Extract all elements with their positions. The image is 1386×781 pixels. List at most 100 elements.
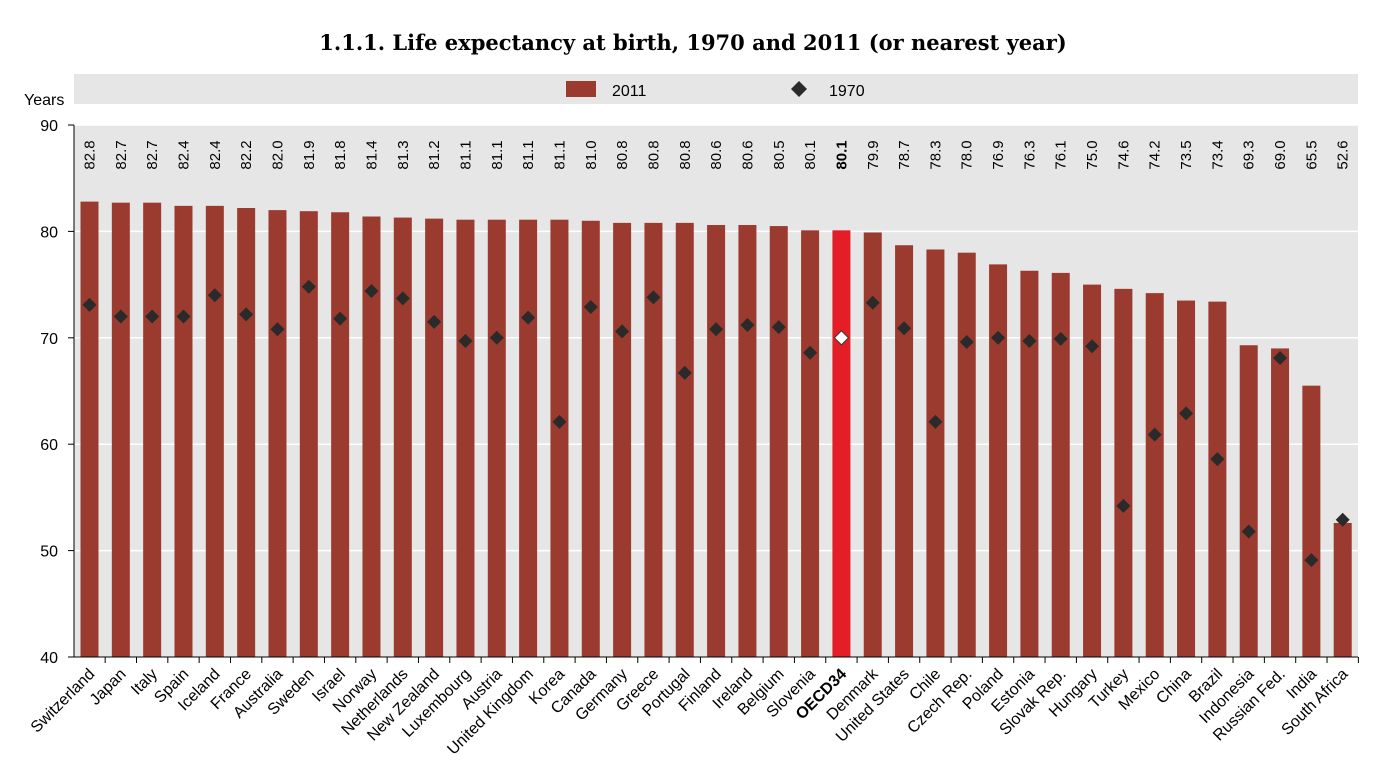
category-label: China xyxy=(1153,666,1195,708)
bar-2011 xyxy=(80,201,99,657)
value-label: 81.1 xyxy=(520,140,537,169)
marker-1970 xyxy=(646,290,661,305)
bar-2011 xyxy=(143,202,162,657)
marker-1970 xyxy=(583,299,598,314)
bar-2011 xyxy=(1333,522,1352,657)
bar-2011 xyxy=(299,211,318,657)
value-label: 81.4 xyxy=(363,140,380,169)
bar-2011 xyxy=(237,207,256,657)
marker-1970 xyxy=(176,309,191,324)
marker-1970 xyxy=(865,295,880,310)
bar-2011 xyxy=(1145,293,1164,657)
value-label: 82.0 xyxy=(269,140,286,169)
value-label: 82.8 xyxy=(82,140,99,169)
y-tick-label: 80 xyxy=(40,224,58,241)
marker-1970 xyxy=(301,279,316,294)
marker-1970 xyxy=(1085,339,1100,354)
legend-label-1970: 1970 xyxy=(829,83,865,100)
bar-2011 xyxy=(268,210,287,657)
y-tick-label: 50 xyxy=(40,544,58,561)
marker-1970 xyxy=(833,330,850,346)
marker-1970 xyxy=(1053,331,1068,346)
value-label: 74.6 xyxy=(1115,140,1132,169)
bars-2011 xyxy=(80,201,1352,658)
bar-2011 xyxy=(111,202,130,657)
marker-1970 xyxy=(897,321,912,336)
marker-1970 xyxy=(145,309,160,324)
value-label: 82.7 xyxy=(144,140,161,169)
marker-1970 xyxy=(458,333,473,348)
bar-2011 xyxy=(863,232,882,658)
marker-1970 xyxy=(395,291,410,306)
bar-2011 xyxy=(487,219,506,658)
bar-2011 xyxy=(707,225,726,658)
value-label: 80.1 xyxy=(802,140,819,169)
marker-1970 xyxy=(928,414,943,429)
y-tick-label: 90 xyxy=(40,118,58,135)
value-label: 80.6 xyxy=(739,140,756,169)
value-label: 76.1 xyxy=(1053,140,1070,169)
marker-1970 xyxy=(270,322,285,337)
marker-1970 xyxy=(740,318,755,333)
marker-1970 xyxy=(1022,333,1037,348)
marker-1970 xyxy=(239,307,254,322)
value-label: 80.8 xyxy=(614,140,631,169)
bar-2011 xyxy=(644,222,663,657)
marker-1970 xyxy=(1210,452,1225,467)
marker-1970 xyxy=(1147,427,1162,442)
value-label: 75.0 xyxy=(1084,140,1101,169)
value-label: 69.3 xyxy=(1241,140,1258,169)
bar-2011 xyxy=(1020,270,1039,657)
value-label: 80.8 xyxy=(677,140,694,169)
value-label: 81.2 xyxy=(426,140,443,169)
value-label: 69.0 xyxy=(1272,140,1289,169)
marker-1970 xyxy=(489,330,504,345)
legend-background xyxy=(74,74,1358,104)
marker-1970 xyxy=(709,322,724,337)
marker-1970 xyxy=(803,345,818,360)
value-label: 80.6 xyxy=(708,140,725,169)
value-label: 80.5 xyxy=(771,140,788,169)
legend-swatch-2011 xyxy=(566,81,596,97)
bar-2011 xyxy=(769,226,788,657)
bar-2011 xyxy=(425,218,444,657)
value-label: 79.9 xyxy=(865,140,882,169)
value-label: 81.1 xyxy=(489,140,506,169)
value-label: 81.8 xyxy=(332,140,349,169)
bar-2011 xyxy=(613,222,632,657)
legend-label-2011: 2011 xyxy=(612,83,647,100)
bar-2011 xyxy=(1051,272,1070,657)
markers-1970 xyxy=(82,279,1350,568)
value-label: 82.7 xyxy=(113,140,130,169)
bar-2011 xyxy=(550,219,569,658)
bar-2011 xyxy=(801,230,820,657)
value-label: 81.1 xyxy=(551,140,568,169)
value-label: 76.9 xyxy=(990,140,1007,169)
category-label: Japan xyxy=(87,666,130,709)
legend-swatch-1970 xyxy=(791,81,807,97)
marker-1970 xyxy=(677,365,692,380)
x-axis: SwitzerlandJapanItalySpainIcelandFranceA… xyxy=(28,656,1359,758)
marker-1970 xyxy=(1335,512,1350,527)
value-label: 81.0 xyxy=(583,140,600,169)
bar-2011 xyxy=(989,264,1008,657)
bar-2011 xyxy=(1239,345,1258,657)
value-label: 76.3 xyxy=(1021,140,1038,169)
marker-1970 xyxy=(771,320,786,335)
value-label: 65.5 xyxy=(1303,140,1320,169)
bar-2011 xyxy=(832,230,851,657)
bar-2011 xyxy=(519,219,538,658)
marker-1970 xyxy=(552,414,567,429)
value-label: 81.3 xyxy=(395,140,412,169)
category-label: Switzerland xyxy=(28,666,99,737)
value-label: 78.7 xyxy=(896,140,913,169)
marker-1970 xyxy=(959,335,974,350)
marker-1970 xyxy=(427,314,442,329)
value-label: 78.3 xyxy=(927,140,944,169)
marker-1970 xyxy=(1273,351,1288,366)
y-tick-label: 70 xyxy=(40,331,58,348)
bar-2011 xyxy=(393,217,412,657)
value-label: 73.5 xyxy=(1178,140,1195,169)
marker-1970 xyxy=(113,309,128,324)
bar-2011 xyxy=(581,220,600,657)
